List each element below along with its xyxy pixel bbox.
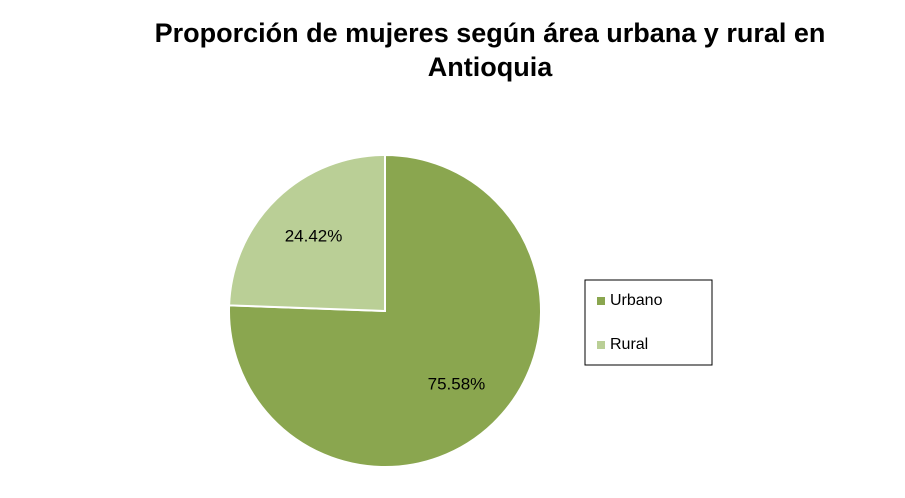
legend-box	[584, 279, 713, 366]
legend-label: Rural	[610, 336, 648, 353]
data-label: 75.58%	[428, 375, 486, 394]
legend-swatch	[597, 297, 605, 305]
pie-slice	[228, 153, 386, 313]
chart-title: Proporción de mujeres según área urbana …	[154, 18, 826, 82]
data-label: 24.42%	[285, 226, 343, 245]
legend-label: Urbano	[610, 292, 663, 309]
legend-swatch	[597, 341, 605, 349]
